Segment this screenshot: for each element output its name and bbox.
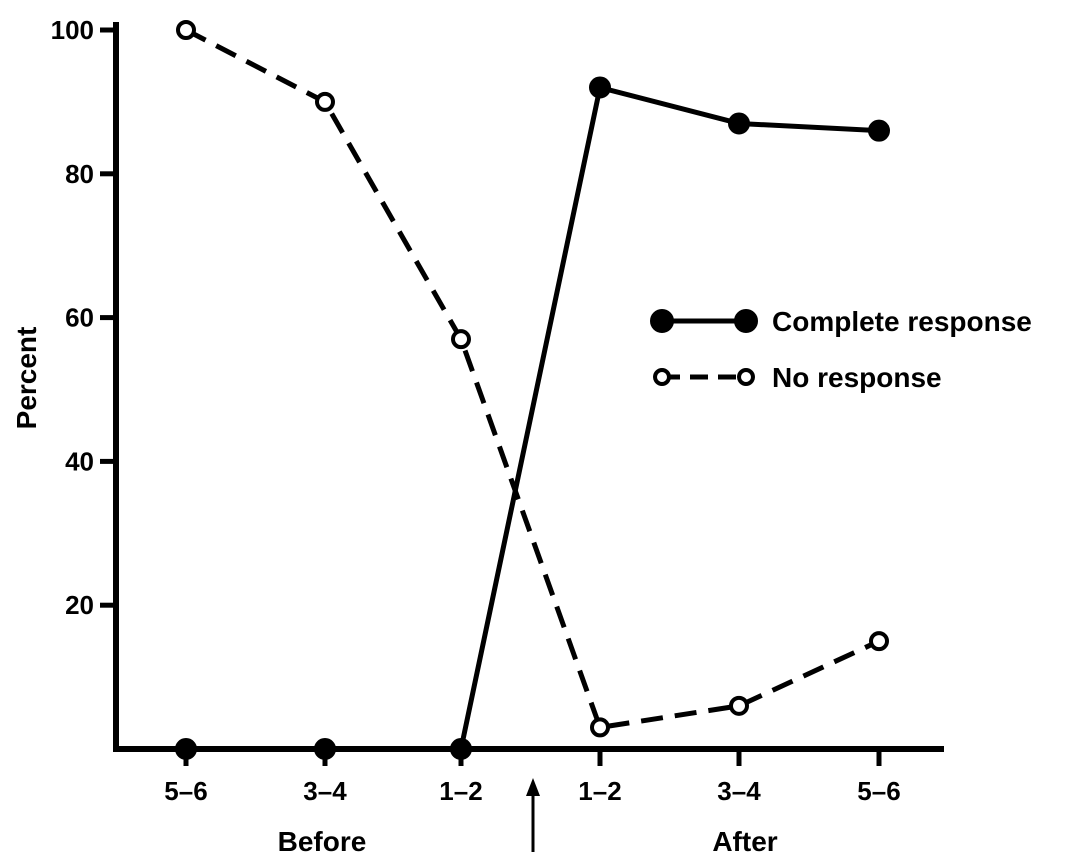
data-point-complete-response xyxy=(728,112,750,135)
legend-label: Complete response xyxy=(772,306,1032,337)
y-tick-label: 60 xyxy=(65,303,94,333)
legend-marker xyxy=(650,309,674,333)
x-tick-label: 5–6 xyxy=(164,776,207,806)
y-axis-title: Percent xyxy=(11,327,42,430)
x-tick-label: 5–6 xyxy=(857,776,900,806)
data-point-complete-response xyxy=(589,76,611,99)
series-line-complete-response xyxy=(186,85,880,752)
legend: Complete response No response xyxy=(650,306,1032,393)
legend-marker xyxy=(737,368,755,386)
data-point-no-response xyxy=(869,631,889,652)
x-tick-label: 3–4 xyxy=(717,776,761,806)
intervention-arrow-icon xyxy=(526,778,540,852)
data-point-complete-response xyxy=(450,738,472,760)
legend-label: No response xyxy=(772,362,942,393)
legend-marker xyxy=(734,309,758,333)
x-tick-label: 1–2 xyxy=(578,776,621,806)
data-point-no-response xyxy=(176,20,196,40)
data-point-complete-response xyxy=(175,738,197,760)
data-point-no-response xyxy=(315,91,335,112)
data-point-no-response xyxy=(451,329,471,350)
group-label-before: Before xyxy=(278,826,367,854)
group-label-after: After xyxy=(712,826,777,854)
data-point-complete-response xyxy=(868,119,890,142)
legend-marker xyxy=(653,368,671,386)
x-tick-label: 1–2 xyxy=(439,776,482,806)
data-point-no-response xyxy=(729,695,749,716)
data-point-complete-response xyxy=(314,738,336,760)
y-tick-label: 20 xyxy=(65,590,94,620)
y-tick-label: 100 xyxy=(51,15,94,45)
y-ticks: 20 40 60 80 100 xyxy=(51,15,116,620)
y-tick-label: 80 xyxy=(65,159,94,189)
series-layer xyxy=(175,20,890,760)
x-tick-label: 3–4 xyxy=(303,776,347,806)
data-point-no-response xyxy=(590,717,610,738)
y-tick-label: 40 xyxy=(65,446,94,476)
